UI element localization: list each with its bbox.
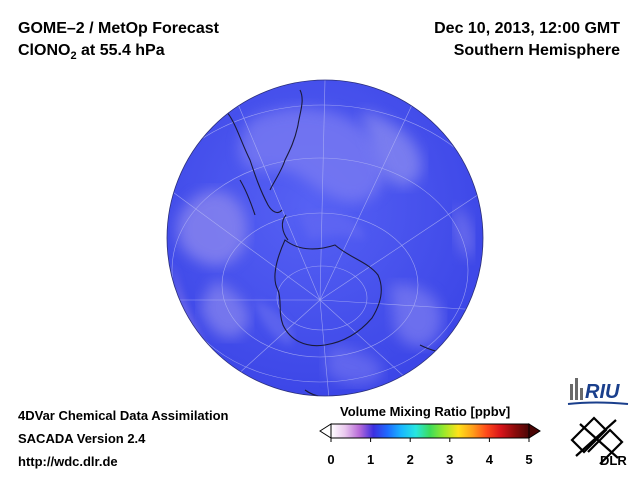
colorbar-tick-label: 3 (446, 452, 454, 467)
datetime-block: Dec 10, 2013, 12:00 GMT Southern Hemisph… (434, 18, 620, 62)
colorbar-title: Volume Mixing Ratio [ppbv] (340, 404, 511, 419)
forecast-date: Dec 10, 2013, 12:00 GMT (434, 20, 620, 37)
species-subscript: 2 (70, 50, 77, 63)
mixing-ratio-field (172, 107, 474, 385)
source-url: http://wdc.dlr.de (18, 454, 118, 469)
system-name: 4DVar Chemical Data Assimilation (18, 408, 229, 423)
colorbar-gradient (330, 423, 530, 439)
colorbar-tick-label: 1 (366, 452, 375, 467)
product-title: GOME–2 / MetOp Forecast (18, 20, 219, 37)
footer-block: 4DVar Chemical Data Assimilation SACADA … (18, 404, 229, 473)
graticule (167, 80, 483, 396)
species-name: ClONO (18, 42, 71, 59)
system-version: SACADA Version 2.4 (18, 431, 146, 446)
pressure-level: at 55.4 hPa (76, 42, 165, 59)
riu-logo-text: RIU (585, 381, 620, 403)
title-block: GOME–2 / MetOp Forecast ClONO2 at 55.4 h… (18, 18, 219, 67)
species-level: ClONO2 at 55.4 hPa (18, 40, 219, 67)
colorbar-max-arrow (528, 423, 541, 439)
colorbar-min-arrow (319, 423, 332, 439)
colorbar-tick-label: 4 (485, 452, 494, 467)
globe-rim (166, 79, 484, 397)
colorbar-tick-label: 5 (525, 452, 533, 467)
coastlines (224, 89, 461, 396)
region-label: Southern Hemisphere (453, 42, 620, 59)
colorbar-tick-label: 0 (327, 452, 335, 467)
colorbar-tick-label: 2 (406, 452, 414, 467)
dlr-logo: DLR (570, 416, 627, 468)
dlr-logo-text: DLR (600, 453, 627, 468)
riu-logo: RIU (567, 378, 629, 405)
